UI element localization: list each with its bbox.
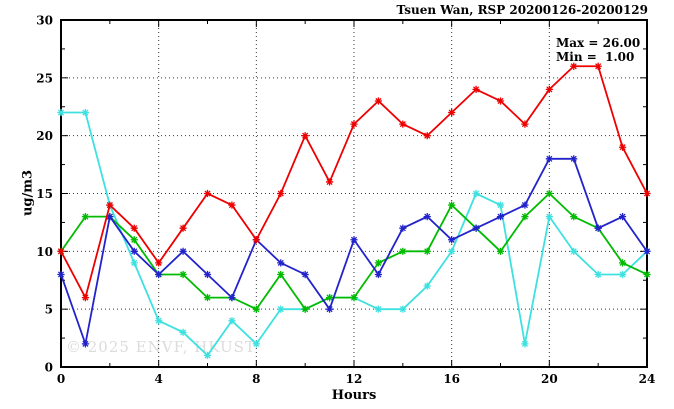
x-tick-label: 16 bbox=[443, 372, 460, 386]
x-tick-label: 8 bbox=[252, 372, 260, 386]
x-tick-label: 12 bbox=[346, 372, 363, 386]
x-tick-label: 24 bbox=[639, 372, 656, 386]
y-tick-label: 25 bbox=[36, 71, 53, 85]
max-min-annotation: Max = 26.00 Min = 1.00 bbox=[556, 36, 640, 64]
x-tick-label: 0 bbox=[57, 372, 65, 386]
series-cyan bbox=[57, 108, 651, 360]
y-tick-label: 20 bbox=[36, 129, 53, 143]
series-red-markers bbox=[57, 62, 651, 302]
tick-labels: 0 5 10 15 20 25 30 0 4 8 12 16 20 24 bbox=[36, 14, 655, 387]
series-green-line bbox=[60, 192, 648, 311]
max-value-label: Max = 26.00 bbox=[556, 36, 641, 50]
x-tick-label: 4 bbox=[154, 372, 162, 386]
y-tick-label: 5 bbox=[45, 303, 53, 317]
x-axis-label: Hours bbox=[331, 388, 377, 403]
gridlines bbox=[61, 20, 647, 367]
y-tick-label: 30 bbox=[36, 14, 53, 28]
y-tick-label: 15 bbox=[36, 187, 53, 201]
min-value-label: Min = 1.00 bbox=[556, 50, 635, 64]
y-tick-label: 10 bbox=[36, 245, 53, 259]
series-red bbox=[57, 62, 651, 302]
y-tick-label: 0 bbox=[45, 361, 53, 375]
watermark: © 2025 ENVF, HKUST bbox=[66, 338, 256, 356]
chart-title: Tsuen Wan, RSP 20200126-20200129 bbox=[396, 3, 648, 17]
x-tick-label: 20 bbox=[541, 372, 558, 386]
series-blue bbox=[57, 155, 651, 348]
